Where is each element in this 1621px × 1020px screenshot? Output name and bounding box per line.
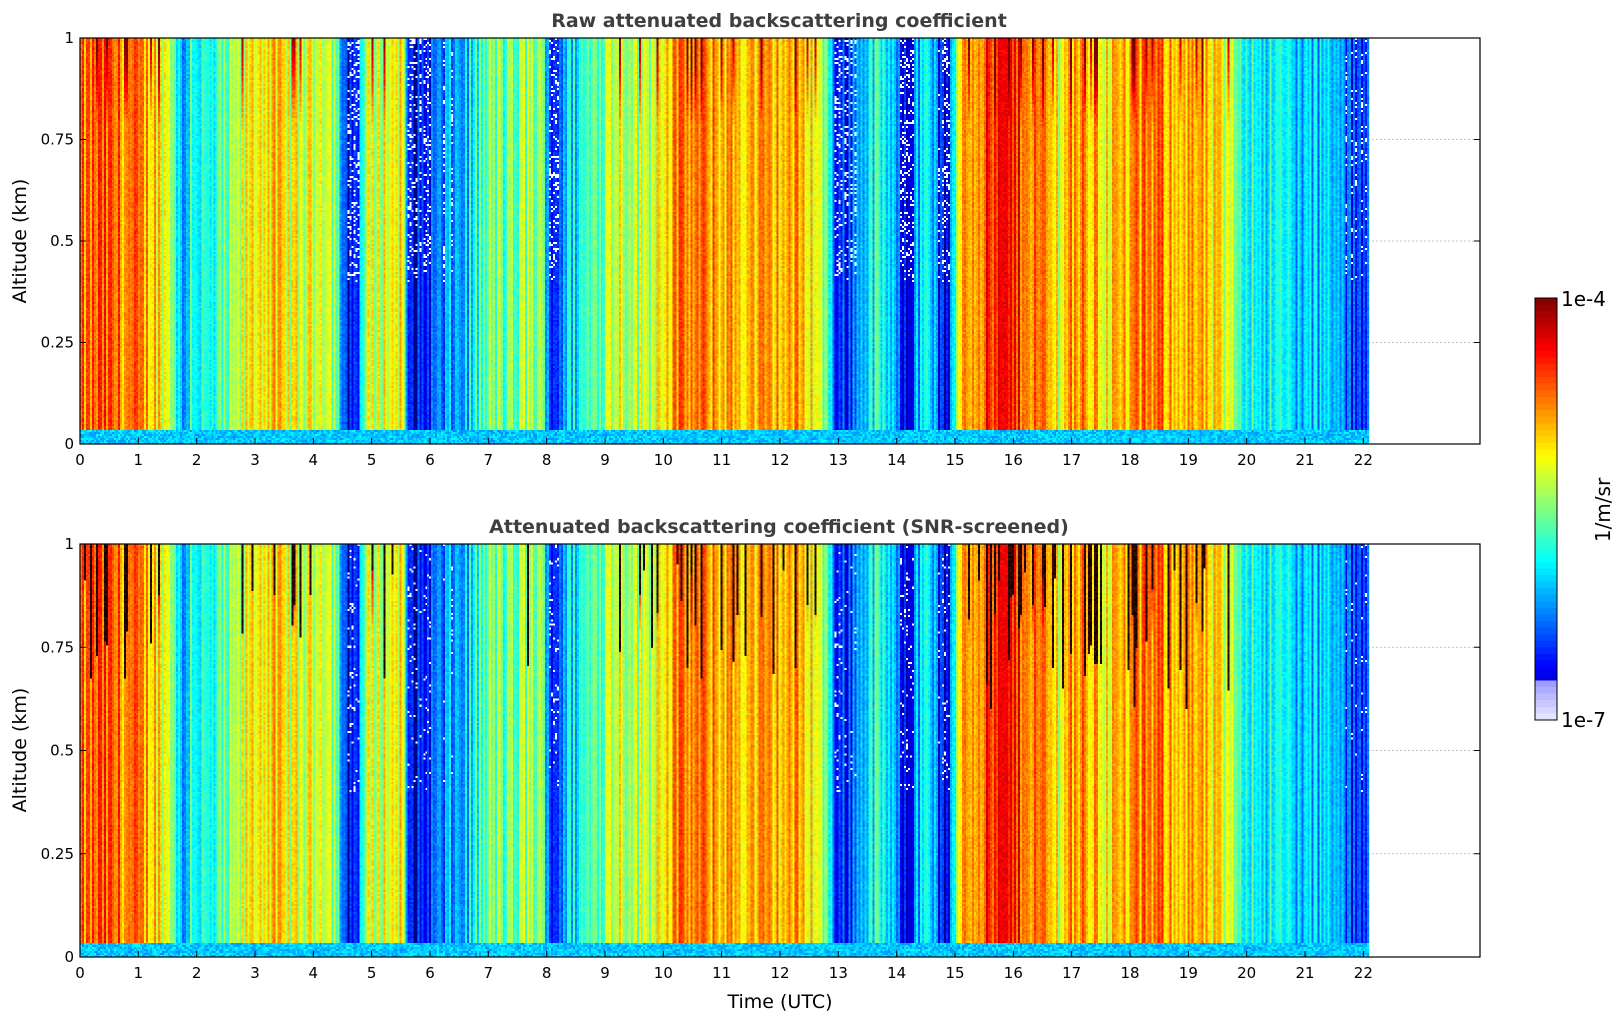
x-tick-label: 5: [367, 451, 377, 469]
x-tick-label: 16: [1004, 451, 1023, 469]
x-tick-label: 8: [542, 964, 552, 982]
panel-raw: Raw attenuated backscattering coefficien…: [9, 10, 1481, 469]
y-tick-label: 0: [64, 435, 74, 453]
colorbar-gradient: [1535, 298, 1557, 720]
panel-2-xlabel: Time (UTC): [726, 991, 832, 1013]
panel-1-title: Raw attenuated backscattering coefficien…: [551, 10, 1007, 32]
x-tick-label: 11: [712, 451, 731, 469]
x-tick-label: 1: [134, 451, 144, 469]
y-tick-label: 0.75: [41, 131, 74, 149]
y-tick-label: 0.25: [41, 845, 74, 863]
x-tick-label: 7: [484, 451, 494, 469]
panel-1-y-ticks: 0 0.25 0.5 0.75 1: [41, 29, 1480, 453]
x-tick-label: 13: [829, 451, 848, 469]
x-tick-label: 12: [770, 451, 789, 469]
x-tick-label: 22: [1354, 451, 1373, 469]
x-tick-label: 20: [1237, 451, 1256, 469]
colorbar-max-label: 1e-4: [1561, 287, 1606, 311]
x-tick-label: 18: [1120, 451, 1139, 469]
panel-2-heatmap: [80, 544, 1370, 957]
x-tick-label: 6: [425, 964, 435, 982]
panel-2-y-ticks: 0 0.25 0.5 0.75 1: [41, 535, 1480, 966]
x-tick-label: 19: [1179, 451, 1198, 469]
y-tick-label: 0.5: [50, 232, 74, 250]
y-tick-label: 1: [64, 535, 74, 553]
x-tick-label: 22: [1354, 964, 1373, 982]
y-tick-label: 0: [64, 948, 74, 966]
x-tick-label: 0: [75, 451, 85, 469]
x-tick-label: 12: [770, 964, 789, 982]
x-tick-label: 13: [829, 964, 848, 982]
colorbar-min-label: 1e-7: [1561, 708, 1606, 732]
x-tick-label: 18: [1120, 964, 1139, 982]
x-tick-label: 6: [425, 451, 435, 469]
x-tick-label: 21: [1295, 964, 1314, 982]
x-tick-label: 14: [887, 964, 906, 982]
panel-1-heatmap: [80, 38, 1370, 444]
x-tick-label: 14: [887, 451, 906, 469]
panel-screened: Attenuated backscattering coefficient (S…: [9, 516, 1481, 1013]
x-tick-label: 9: [600, 964, 610, 982]
x-tick-label: 3: [250, 451, 260, 469]
x-tick-label: 1: [134, 964, 144, 982]
panel-1-ylabel: Altitude (km): [9, 179, 31, 304]
x-tick-label: 2: [192, 451, 202, 469]
panel-2-ylabel: Altitude (km): [9, 688, 31, 813]
colorbar-unit-label: 1/m/sr: [1591, 477, 1615, 542]
x-tick-label: 21: [1295, 451, 1314, 469]
panel-1-x-ticks: 0 1 2 3 4 5 6 7 8 9 10 11 12 13 14 15 16 17 18 19 20 21 22: [75, 438, 1373, 469]
x-tick-label: 11: [712, 964, 731, 982]
x-tick-label: 2: [192, 964, 202, 982]
x-tick-label: 7: [484, 964, 494, 982]
x-tick-label: 9: [600, 451, 610, 469]
x-tick-label: 8: [542, 451, 552, 469]
x-tick-label: 5: [367, 964, 377, 982]
x-tick-label: 10: [654, 451, 673, 469]
x-tick-label: 10: [654, 964, 673, 982]
y-tick-label: 0.75: [41, 638, 74, 656]
x-tick-label: 16: [1004, 964, 1023, 982]
x-tick-label: 15: [945, 451, 964, 469]
y-tick-label: 0.25: [41, 334, 74, 352]
x-tick-label: 19: [1179, 964, 1198, 982]
colorbar-frame: [1534, 297, 1558, 721]
y-tick-label: 1: [64, 29, 74, 47]
x-tick-label: 0: [75, 964, 85, 982]
x-tick-label: 3: [250, 964, 260, 982]
y-tick-label: 0.5: [50, 742, 74, 760]
x-tick-label: 15: [945, 964, 964, 982]
x-tick-label: 4: [309, 964, 319, 982]
panel-2-x-ticks: 0 1 2 3 4 5 6 7 8 9 10 11 12 13 14 15 16 17 18 19 20 21 22: [75, 951, 1373, 982]
panel-2-title: Attenuated backscattering coefficient (S…: [489, 516, 1069, 538]
x-tick-label: 4: [309, 451, 319, 469]
x-tick-label: 17: [1062, 964, 1081, 982]
x-tick-label: 20: [1237, 964, 1256, 982]
x-tick-label: 17: [1062, 451, 1081, 469]
colorbar: 1e-4 1e-7 1/m/sr: [1534, 287, 1615, 732]
